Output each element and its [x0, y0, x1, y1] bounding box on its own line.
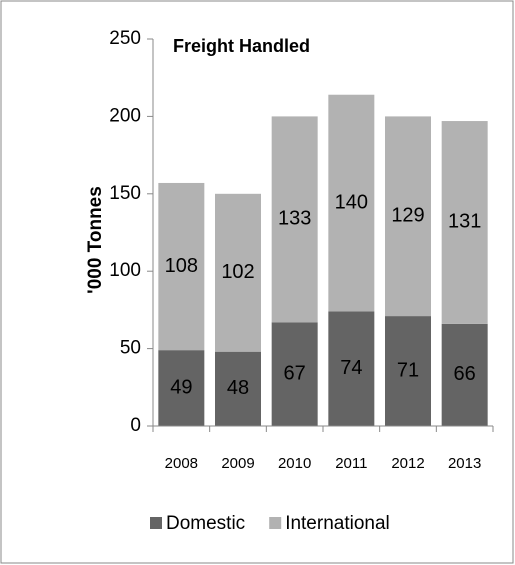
chart-title: Freight Handled — [173, 36, 310, 56]
y-tick-label: 50 — [120, 338, 141, 359]
bar-segment — [271, 322, 318, 426]
x-tick-label: 2011 — [335, 455, 367, 472]
bar-segment — [215, 193, 261, 352]
bar-segment — [158, 350, 205, 426]
legend-swatch — [150, 517, 162, 529]
data-label: 67 — [284, 362, 306, 384]
data-label: 108 — [165, 255, 198, 277]
data-label: 133 — [278, 208, 311, 230]
data-label: 71 — [397, 359, 419, 381]
y-axis-label: '000 Tonnes — [85, 186, 106, 294]
legend-label: Domestic — [166, 513, 245, 534]
data-label: 129 — [391, 205, 424, 227]
x-tick-label: 2013 — [448, 455, 481, 472]
legend-label: International — [285, 513, 390, 534]
data-label: 131 — [448, 211, 481, 233]
bar-segment — [328, 94, 375, 312]
bar-segment — [215, 351, 261, 426]
bar-segment — [271, 116, 318, 323]
y-tick-label: 0 — [130, 415, 141, 436]
x-tick-label: 2010 — [278, 455, 311, 472]
x-tick-label: 2012 — [391, 455, 424, 472]
legend-swatch — [269, 517, 282, 529]
x-tick-label: 2009 — [221, 455, 254, 472]
bar-segment — [158, 182, 205, 351]
data-label: 102 — [221, 261, 254, 283]
y-tick-label: 250 — [109, 28, 141, 49]
data-label: 66 — [454, 363, 476, 385]
data-label: 48 — [227, 377, 249, 399]
bar-segment — [441, 121, 488, 324]
data-label: 140 — [335, 191, 368, 213]
y-tick-label: 150 — [109, 183, 141, 204]
bar-segment — [441, 323, 488, 426]
bar-segment — [385, 316, 431, 426]
bar-segment — [328, 311, 375, 426]
data-label: 49 — [170, 376, 192, 398]
x-tick-label: 2008 — [165, 455, 198, 472]
y-tick-label: 200 — [109, 105, 141, 126]
bar-segment — [385, 116, 431, 317]
data-label: 74 — [340, 357, 362, 379]
y-tick-label: 100 — [109, 260, 141, 281]
